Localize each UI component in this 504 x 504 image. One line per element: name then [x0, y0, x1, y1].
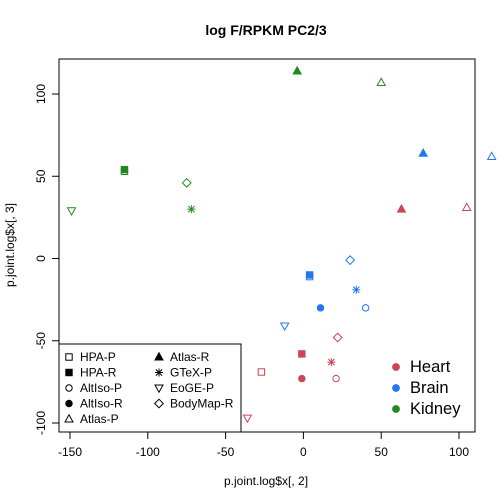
data-point-brain-diamond-open — [345, 255, 356, 266]
legend-label: AltIso-P — [80, 381, 122, 395]
legend-marker-square-filled — [65, 368, 73, 377]
data-point-kidney-diamond-open — [181, 177, 192, 188]
data-point-kidney-triangle-down-open — [66, 207, 77, 217]
legend-dot-heart — [392, 363, 400, 371]
x-tick-label: -100 — [136, 445, 160, 459]
data-point-brain-circle-open — [361, 304, 370, 312]
data-point-kidney-triangle-open — [376, 77, 387, 86]
data-point-kidney-square-filled — [120, 165, 129, 174]
data-point-kidney-asterisk — [187, 205, 196, 214]
legend-label: AltIso-R — [80, 397, 123, 411]
legend-marker-asterisk — [155, 368, 163, 377]
y-axis-label: p.joint.log$x[, 3] — [3, 203, 17, 287]
legend-label: GTeX-P — [170, 366, 212, 380]
data-point-heart-triangle-open — [461, 202, 472, 212]
x-tick-label: 0 — [300, 445, 307, 459]
data-point-heart-circle-filled — [298, 374, 306, 383]
legend-label: HPA-R — [80, 366, 117, 380]
y-tick-label: -50 — [34, 332, 48, 350]
legend-marker-circle-filled — [65, 399, 73, 408]
data-points — [66, 65, 497, 424]
legend-label: Atlas-R — [170, 350, 210, 364]
legend-label-heart: Heart — [410, 358, 451, 376]
data-point-kidney-triangle-filled — [292, 65, 303, 75]
data-point-heart-diamond-open — [332, 332, 343, 343]
x-tick-label: -50 — [217, 445, 235, 459]
color-legend: Heart Brain Kidney — [392, 358, 461, 418]
y-tick-label: 0 — [34, 255, 48, 262]
data-point-heart-asterisk — [327, 358, 336, 367]
legend-label: BodyMap-R — [170, 397, 234, 411]
data-point-brain-circle-filled — [316, 304, 325, 312]
legend-label-brain: Brain — [410, 379, 449, 397]
legend-marker-square-open — [65, 353, 73, 361]
data-point-brain-square-filled — [305, 271, 314, 279]
data-point-brain-triangle-open — [486, 151, 497, 161]
legend-marker-diamond-open — [153, 398, 165, 409]
legend-label-kidney: Kidney — [410, 400, 461, 418]
x-tick-label: -150 — [58, 445, 82, 459]
data-point-heart-square-filled — [298, 350, 306, 358]
chart-title: log F/RPKM PC2/3 — [205, 22, 327, 38]
data-point-brain-triangle-down-open — [279, 322, 290, 332]
x-axis-label: p.joint.log$x[, 2] — [224, 474, 308, 488]
legend-dot-brain — [392, 384, 400, 392]
legend-marker-circle-open — [65, 384, 73, 392]
legend-label: HPA-P — [80, 350, 116, 364]
y-tick-label: -100 — [34, 411, 48, 435]
data-point-heart-triangle-down-open — [242, 414, 253, 424]
x-tick-label: 100 — [449, 445, 469, 459]
y-tick-label: 100 — [34, 84, 48, 104]
legend-marker-triangle-open — [64, 413, 74, 423]
y-tick-label: 50 — [34, 169, 48, 183]
data-point-heart-triangle-filled — [396, 203, 407, 213]
legend-marker-triangle-down-open — [154, 384, 164, 394]
data-point-brain-triangle-filled — [418, 147, 429, 157]
legend-label: Atlas-P — [80, 412, 119, 426]
y-axis: -100 -50 0 50 100 — [34, 84, 60, 435]
legend-label: EoGE-P — [170, 381, 214, 395]
data-point-brain-asterisk — [352, 285, 361, 294]
x-tick-label: 50 — [375, 445, 389, 459]
x-axis: -150 -100 -50 0 50 100 — [58, 431, 469, 459]
data-point-heart-circle-open — [332, 374, 340, 383]
legend-marker-triangle-filled — [154, 351, 164, 361]
shape-legend-box — [58, 343, 242, 433]
data-point-heart-square-open — [257, 368, 266, 376]
legend-dot-kidney — [392, 405, 400, 413]
